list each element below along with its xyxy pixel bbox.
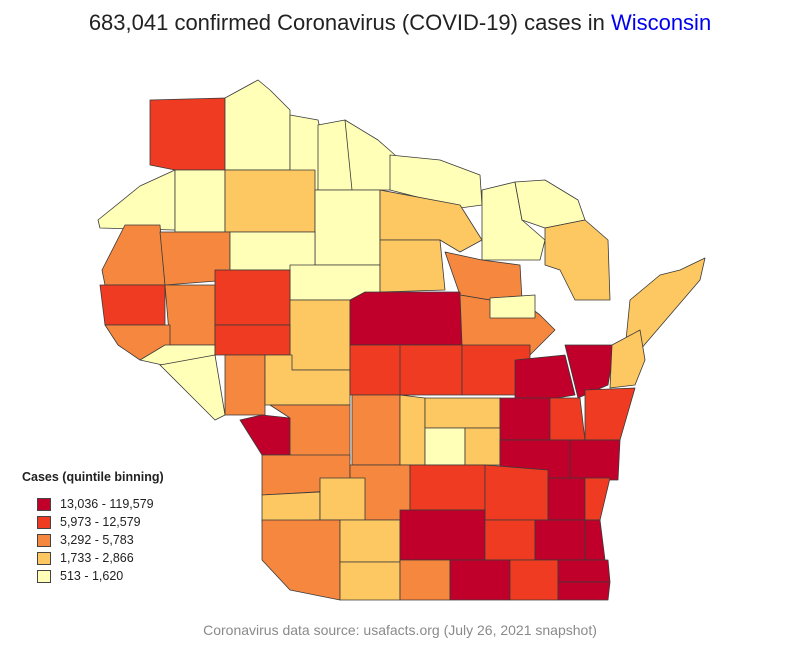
county-waushara [424, 397, 501, 429]
county-green-lake [464, 427, 501, 466]
legend-title: Cases (quintile binning) [22, 470, 164, 484]
county-polk [101, 224, 166, 286]
county-burnett [97, 169, 176, 231]
county-eau-claire [214, 324, 291, 356]
legend-swatch [37, 497, 51, 511]
legend-swatch [37, 533, 51, 547]
county-richland [261, 491, 321, 523]
legend: Cases (quintile binning) 13,036 - 119,57… [22, 470, 164, 586]
county-buffalo [159, 354, 226, 421]
county-dodge [484, 464, 549, 521]
county-portage [399, 344, 463, 396]
county-adams [399, 394, 426, 466]
county-menominee [489, 294, 536, 319]
county-marquette [424, 427, 466, 466]
map-title: 683,041 confirmed Coronavirus (COVID-19)… [0, 10, 800, 36]
county-winnebago [499, 397, 551, 441]
legend-item: 13,036 - 119,579 [37, 496, 164, 512]
county-jefferson [484, 519, 536, 561]
state-link[interactable]: Wisconsin [610, 10, 712, 35]
county-marinette [514, 179, 586, 229]
county-washburn [174, 169, 226, 233]
county-brown [564, 344, 616, 399]
legend-swatch [37, 569, 51, 583]
county-lincoln [379, 239, 446, 293]
county-douglas [149, 97, 226, 171]
county-dane [399, 509, 486, 561]
county-kewaunee [609, 329, 646, 389]
county-calumet [549, 397, 586, 441]
county-oconto [544, 219, 611, 301]
county-rock [449, 559, 511, 601]
county-walworth [509, 559, 559, 601]
county-sheboygan [569, 439, 621, 481]
county-lafayette [339, 561, 401, 601]
county-green [399, 559, 451, 601]
legend-label: 13,036 - 119,579 [60, 497, 154, 511]
county-washington [547, 477, 586, 521]
county-sawyer [224, 169, 316, 233]
county-outagamie [514, 354, 576, 401]
legend-label: 5,973 - 12,579 [60, 515, 141, 529]
county-crawford [319, 477, 366, 521]
county-marathon [349, 291, 463, 346]
county-iowa [339, 519, 401, 563]
legend-item: 513 - 1,620 [37, 568, 164, 584]
legend-item: 5,973 - 12,579 [37, 514, 164, 530]
county-grant [261, 519, 341, 601]
legend-label: 513 - 1,620 [60, 569, 124, 583]
title-prefix: 683,041 confirmed Coronavirus (COVID-19)… [88, 10, 611, 35]
county-kenosha [557, 581, 611, 601]
data-source-footer: Coronavirus data source: usafacts.org (J… [203, 622, 597, 638]
county-trempealeau [224, 354, 266, 416]
county-juneau [351, 394, 401, 466]
county-la-crosse [239, 414, 291, 456]
county-price [314, 189, 381, 266]
county-chippewa [214, 269, 291, 326]
legend-swatch [37, 551, 51, 565]
legend-item: 3,292 - 5,783 [37, 532, 164, 548]
county-columbia [409, 464, 486, 511]
legend-label: 3,292 - 5,783 [60, 533, 134, 547]
county-milwaukee [584, 519, 606, 561]
legend-swatch [37, 515, 51, 529]
county-clark [289, 299, 351, 371]
county-vilas [344, 119, 396, 191]
county-rusk [229, 231, 316, 271]
legend-label: 1,733 - 2,866 [60, 551, 134, 565]
county-ozaukee [584, 477, 611, 521]
county-bayfield [224, 79, 291, 171]
county-st-croix [99, 284, 166, 326]
legend-item: 1,733 - 2,866 [37, 550, 164, 566]
county-waukesha [534, 519, 586, 561]
county-manitowoc [584, 387, 636, 441]
county-layer [97, 79, 706, 601]
county-dunn [164, 284, 216, 346]
county-racine [557, 559, 611, 583]
